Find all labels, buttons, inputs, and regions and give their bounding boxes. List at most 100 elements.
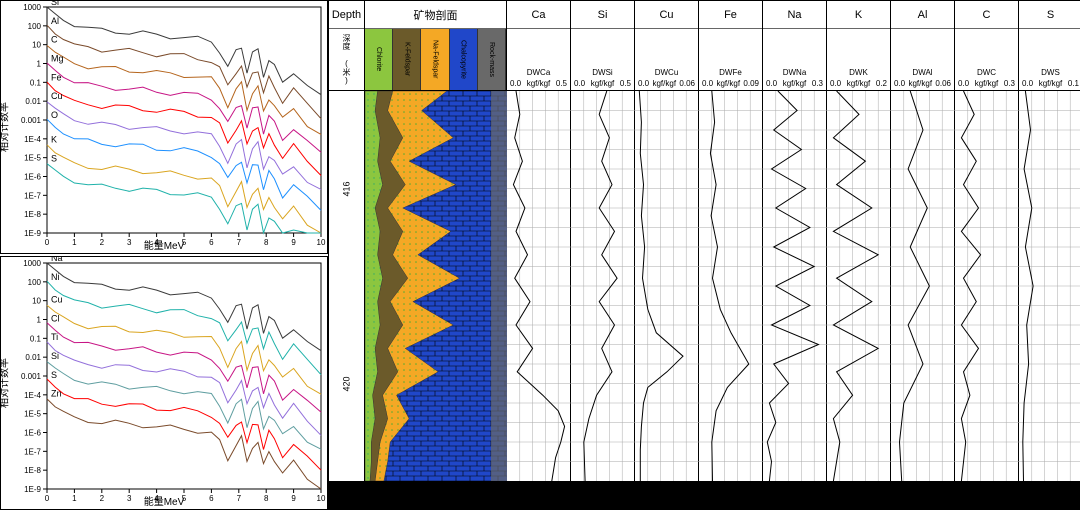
spectrum-bottom-panel: 相对计数率 0123456789101E-91E-81E-71E-61E-51E… (0, 256, 328, 510)
svg-text:9: 9 (291, 494, 296, 503)
log-track-Ca (507, 91, 571, 481)
svg-text:3: 3 (127, 238, 132, 247)
log-header-title: 矿物剖面 (365, 1, 506, 29)
log-header-cell: KDWK0.0kgf/kgf0.2 (827, 1, 891, 90)
black-strip (329, 481, 1080, 509)
log-header-cell: FeDWFe0.0kgf/kgf0.09 (699, 1, 763, 90)
log-track-S (1019, 91, 1080, 481)
svg-text:S: S (51, 370, 57, 380)
svg-text:1E-4: 1E-4 (24, 135, 41, 144)
log-header-title: Ca (507, 1, 570, 29)
log-header-cell: CDWC0.0kgf/kgf0.3 (955, 1, 1019, 90)
svg-text:1: 1 (72, 494, 77, 503)
track-curve-label: DWCu (638, 68, 695, 77)
ylabel-top: 相对计数率 (0, 102, 11, 152)
svg-text:6: 6 (209, 238, 214, 247)
svg-text:1000: 1000 (23, 259, 41, 268)
svg-text:Cl: Cl (51, 313, 60, 323)
svg-text:8: 8 (264, 494, 269, 503)
svg-text:0.1: 0.1 (30, 78, 42, 87)
svg-text:K: K (51, 134, 57, 144)
svg-text:Al: Al (51, 16, 59, 26)
svg-text:1E-7: 1E-7 (24, 191, 41, 200)
svg-text:0.001: 0.001 (21, 372, 42, 381)
log-header-cell: SiDWSi0.0kgf/kgf0.5 (571, 1, 635, 90)
svg-text:1: 1 (37, 316, 42, 325)
log-header-title: Cu (635, 1, 698, 29)
spectrum-top-svg: 0123456789101E-91E-81E-71E-61E-51E-40.00… (1, 1, 327, 253)
svg-text:1: 1 (72, 238, 77, 247)
svg-text:Ni: Ni (51, 272, 60, 282)
log-header-title: S (1019, 1, 1080, 29)
xlabel-bottom: 能量MeV (144, 493, 185, 508)
svg-text:O: O (51, 110, 58, 120)
log-header-title: Si (571, 1, 634, 29)
svg-text:1E-4: 1E-4 (24, 391, 41, 400)
svg-text:1000: 1000 (23, 3, 41, 12)
svg-text:Fe: Fe (51, 72, 62, 82)
svg-text:100: 100 (28, 22, 42, 31)
svg-text:S: S (51, 153, 57, 163)
svg-text:1E-8: 1E-8 (24, 210, 41, 219)
svg-text:2: 2 (100, 238, 105, 247)
log-track-Si (571, 91, 635, 481)
track-curve-label: DWS (1022, 68, 1079, 77)
lith-legend-swatch: Na-Feldspar (421, 29, 449, 90)
log-header-title: Al (891, 1, 954, 29)
track-curve-label: DWFe (702, 68, 759, 77)
svg-text:10: 10 (317, 238, 326, 247)
svg-text:3: 3 (127, 494, 132, 503)
lith-legend-swatch: K-Feldspar (393, 29, 421, 90)
log-header-cell: CaDWCa0.0kgf/kgf0.5 (507, 1, 571, 90)
svg-text:7: 7 (237, 494, 242, 503)
log-header-title: C (955, 1, 1018, 29)
svg-text:Cu: Cu (51, 91, 63, 101)
depth-sub-label: 深度 (米) (341, 34, 352, 85)
log-header-cell: Depth 深度 (米) (329, 1, 365, 90)
log-track-Na (763, 91, 827, 481)
lithology-column (365, 91, 507, 481)
track-curve-label: DWK (830, 68, 887, 77)
svg-text:6: 6 (209, 494, 214, 503)
log-panel: Depth 深度 (米) 矿物剖面ChloriteK-FeldsparNa-Feld… (328, 0, 1080, 510)
svg-text:0.001: 0.001 (21, 116, 42, 125)
track-curve-label: DWNa (766, 68, 823, 77)
svg-text:Na: Na (51, 257, 63, 263)
svg-text:1E-7: 1E-7 (24, 447, 41, 456)
depth-mark: 420 (342, 376, 352, 391)
log-header-cell: 矿物剖面ChloriteK-FeldsparNa-FeldsparChalcop… (365, 1, 507, 90)
depth-mark: 416 (342, 181, 352, 196)
svg-text:1E-5: 1E-5 (24, 410, 41, 419)
svg-text:0: 0 (45, 238, 50, 247)
log-header-cell: CuDWCu0.0kgf/kgf0.06 (635, 1, 699, 90)
svg-text:1E-8: 1E-8 (24, 466, 41, 475)
svg-text:1E-9: 1E-9 (24, 229, 41, 238)
log-header-title: Na (763, 1, 826, 29)
log-track-Fe (699, 91, 763, 481)
track-curve-label: DWAl (894, 68, 951, 77)
svg-text:Zn: Zn (51, 389, 62, 399)
svg-text:Si: Si (51, 351, 59, 361)
svg-text:8: 8 (264, 238, 269, 247)
svg-text:1E-9: 1E-9 (24, 485, 41, 494)
svg-text:2: 2 (100, 494, 105, 503)
log-header-row: Depth 深度 (米) 矿物剖面ChloriteK-FeldsparNa-Feld… (329, 1, 1080, 91)
svg-text:Mg: Mg (51, 54, 64, 64)
log-track-Cu (635, 91, 699, 481)
ylabel-bottom: 相对计数率 (0, 358, 11, 408)
lith-legend-swatch: Chalcopyrite (450, 29, 478, 90)
svg-text:7: 7 (237, 238, 242, 247)
log-header-title: Depth (329, 1, 364, 29)
svg-text:10: 10 (32, 41, 41, 50)
depth-column: 416 420 (329, 91, 365, 481)
lith-legend-swatch: Rock-mass (478, 29, 506, 90)
log-body-row: 416 420 (329, 91, 1080, 481)
log-track-Al (891, 91, 955, 481)
svg-text:100: 100 (28, 278, 42, 287)
svg-text:10: 10 (317, 494, 326, 503)
svg-text:0.01: 0.01 (25, 353, 41, 362)
track-curve-label: DWC (958, 68, 1015, 77)
log-header-title: Fe (699, 1, 762, 29)
svg-text:Cu: Cu (51, 294, 63, 304)
svg-text:Si: Si (51, 1, 59, 7)
